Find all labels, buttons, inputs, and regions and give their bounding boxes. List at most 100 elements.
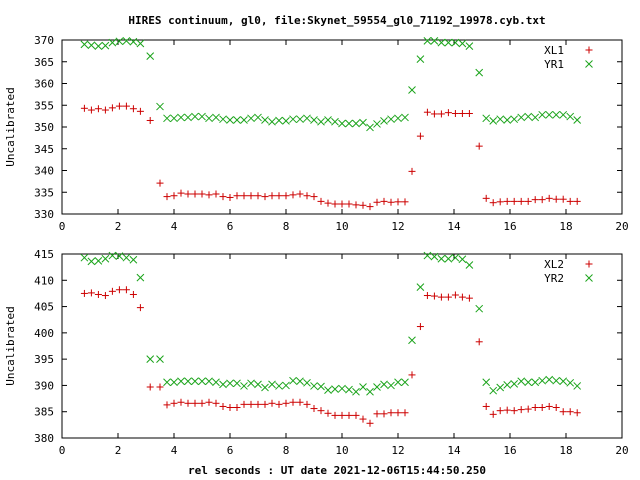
- data-point: [268, 399, 276, 407]
- data-point: [87, 289, 95, 297]
- data-point: [387, 381, 395, 390]
- data-point: [177, 398, 185, 406]
- data-point: [331, 411, 339, 419]
- data-point: [198, 112, 206, 121]
- data-point: [545, 402, 553, 410]
- data-point: [198, 399, 206, 407]
- data-point: [331, 200, 339, 208]
- y-axis-label: Uncalibrated: [4, 306, 17, 385]
- data-point: [430, 292, 438, 300]
- data-point: [331, 385, 339, 393]
- data-point: [163, 114, 171, 123]
- data-point: [573, 382, 582, 390]
- data-point: [87, 106, 95, 114]
- data-point: [496, 198, 504, 206]
- data-point: [394, 114, 402, 123]
- data-point: [233, 192, 241, 200]
- data-point: [423, 108, 431, 116]
- legend-label: YR1: [544, 58, 564, 71]
- data-point: [573, 409, 581, 417]
- x-tick-label: 10: [335, 444, 348, 457]
- data-point: [559, 377, 568, 386]
- y-tick-label: 385: [34, 406, 54, 419]
- data-point: [573, 116, 582, 124]
- plot-frame: [61, 39, 623, 215]
- series-yr1: [80, 37, 582, 132]
- data-point: [87, 41, 96, 50]
- y-tick-label: 350: [34, 121, 54, 134]
- data-point: [401, 378, 409, 387]
- data-point: [219, 193, 227, 201]
- data-point: [94, 290, 102, 298]
- data-point: [261, 116, 269, 124]
- data-point: [538, 376, 547, 385]
- data-point: [184, 377, 192, 386]
- data-point: [359, 118, 367, 127]
- data-point: [408, 167, 416, 175]
- data-point: [451, 38, 460, 47]
- legend-marker: [585, 260, 593, 268]
- data-point: [317, 117, 325, 126]
- data-point: [338, 384, 346, 393]
- data-point: [219, 380, 227, 389]
- data-point: [401, 409, 409, 417]
- data-point: [108, 287, 116, 295]
- data-point: [444, 293, 452, 301]
- data-point: [503, 197, 511, 205]
- data-point: [489, 386, 498, 395]
- data-point: [352, 201, 360, 209]
- data-point: [226, 379, 234, 388]
- y-tick-label: 345: [34, 143, 54, 156]
- data-point: [345, 119, 353, 128]
- data-point: [156, 179, 164, 187]
- data-point: [345, 411, 353, 419]
- data-point: [184, 113, 192, 122]
- series-xl1: [80, 102, 581, 211]
- data-point: [380, 380, 388, 389]
- data-point: [324, 116, 332, 124]
- data-point: [101, 254, 110, 263]
- data-point: [289, 115, 297, 124]
- y-tick-label: 405: [34, 301, 54, 314]
- panel-top: 0 2 4 6 8 10 12 14 16 18 20 330 335 340 345 350 355 360 36…: [4, 34, 629, 233]
- data-point: [387, 198, 395, 206]
- x-tick-label: 4: [171, 444, 178, 457]
- data-point: [261, 193, 269, 201]
- data-point: [226, 193, 234, 201]
- y-tick-label: 340: [34, 165, 54, 178]
- data-point: [465, 110, 473, 118]
- data-point: [219, 115, 227, 124]
- data-point: [233, 404, 241, 412]
- data-point: [254, 380, 262, 389]
- data-point: [566, 197, 574, 205]
- legend-marker: [585, 60, 593, 68]
- data-point: [163, 378, 171, 387]
- data-point: [451, 253, 460, 262]
- data-point: [524, 197, 532, 205]
- data-point: [136, 273, 145, 282]
- chart-title: HIRES continuum, gl0, file:Skynet_59554_…: [128, 14, 545, 27]
- data-point: [503, 381, 512, 389]
- y-tick-label: 390: [34, 379, 54, 392]
- data-point: [226, 116, 234, 124]
- legend-label: YR2: [544, 272, 564, 285]
- data-point: [380, 197, 388, 205]
- data-point: [122, 37, 131, 45]
- data-point: [254, 192, 262, 200]
- data-point: [163, 401, 171, 409]
- data-point: [233, 379, 241, 388]
- data-point: [324, 409, 332, 417]
- data-point: [345, 385, 353, 394]
- data-point: [475, 304, 484, 313]
- data-point: [538, 196, 546, 204]
- data-point: [475, 338, 483, 346]
- data-point: [205, 398, 213, 406]
- x-tick-label: 10: [335, 220, 348, 233]
- data-point: [408, 86, 416, 94]
- data-point: [430, 252, 439, 261]
- data-point: [136, 39, 145, 48]
- data-point: [552, 376, 561, 385]
- data-point: [240, 382, 248, 390]
- data-point: [94, 42, 103, 50]
- data-point: [531, 196, 539, 204]
